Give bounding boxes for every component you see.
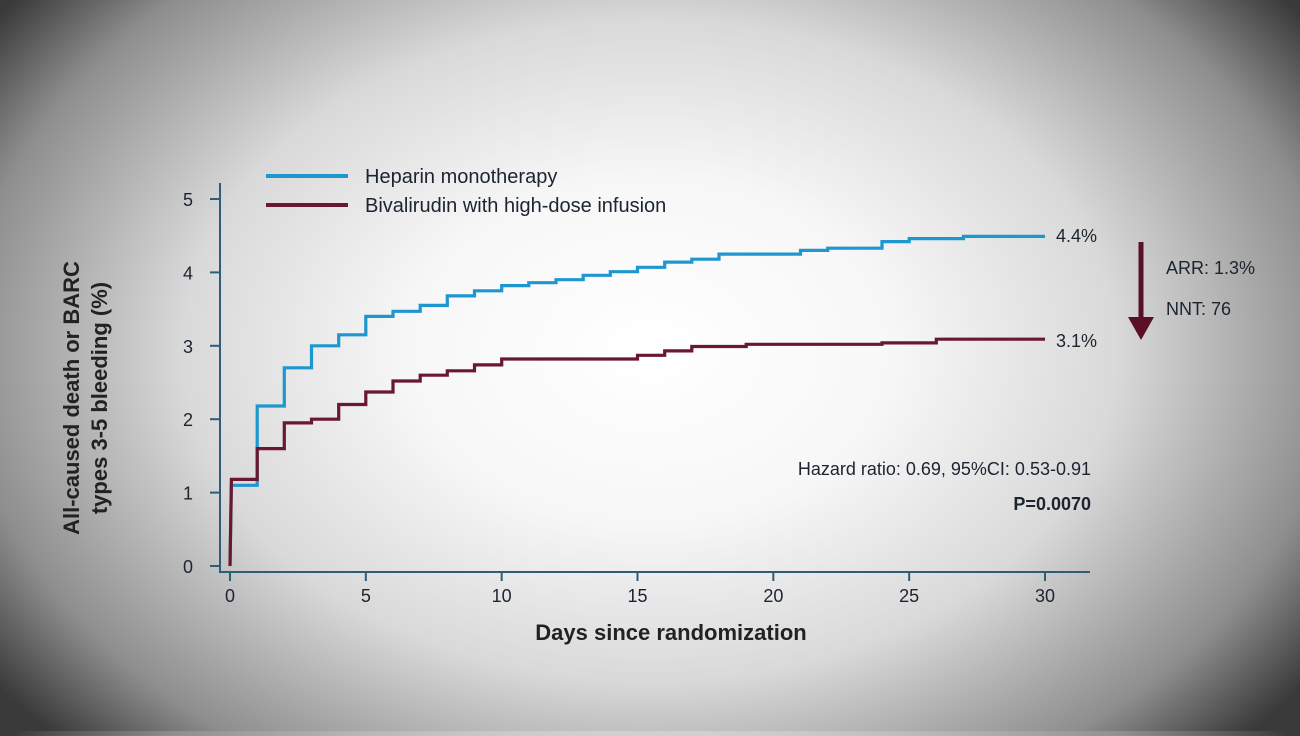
y-tick-label: 4 <box>183 263 193 283</box>
y-tick-label: 5 <box>183 190 193 210</box>
arr-text: ARR: 1.3% <box>1166 258 1255 278</box>
p-value-text: P=0.0070 <box>1013 494 1091 514</box>
arr-arrow <box>1128 242 1154 340</box>
y-tick-label: 1 <box>183 484 193 504</box>
nnt-text: NNT: 76 <box>1166 299 1231 319</box>
x-tick-label: 5 <box>361 586 371 606</box>
x-tick-label: 20 <box>763 586 783 606</box>
end-label-heparin: 4.4% <box>1056 226 1097 246</box>
y-ticks: 0 1 2 3 4 5 <box>183 190 220 577</box>
legend-label-bivalirudin: Bivalirudin with high-dose infusion <box>365 195 666 217</box>
y-axis-title: All-caused death or BARC types 3-5 bleed… <box>59 261 112 535</box>
series-line-bivalirudin <box>228 337 1045 567</box>
x-axis-title: Days since randomization <box>535 620 806 645</box>
x-tick-label: 25 <box>899 586 919 606</box>
legend: Heparin monotherapy Bivalirudin with hig… <box>266 166 666 217</box>
x-tick-label: 15 <box>627 586 647 606</box>
svg-text:All-caused death or BARC: All-caused death or BARC <box>59 261 84 535</box>
x-tick-label: 10 <box>492 586 512 606</box>
series-group <box>228 234 1045 567</box>
y-tick-label: 2 <box>183 410 193 430</box>
svg-text:types 3-5 bleeding (%): types 3-5 bleeding (%) <box>87 282 112 514</box>
hazard-ratio-text: Hazard ratio: 0.69, 95%CI: 0.53-0.91 <box>798 459 1091 479</box>
y-tick-label: 0 <box>183 557 193 577</box>
x-ticks: 0 5 10 15 20 25 30 <box>225 572 1055 606</box>
x-tick-label: 0 <box>225 586 235 606</box>
series-line-heparin <box>228 234 1045 567</box>
end-label-bivalirudin: 3.1% <box>1056 331 1097 351</box>
legend-label-heparin: Heparin monotherapy <box>365 166 557 188</box>
x-tick-label: 30 <box>1035 586 1055 606</box>
y-tick-label: 3 <box>183 337 193 357</box>
